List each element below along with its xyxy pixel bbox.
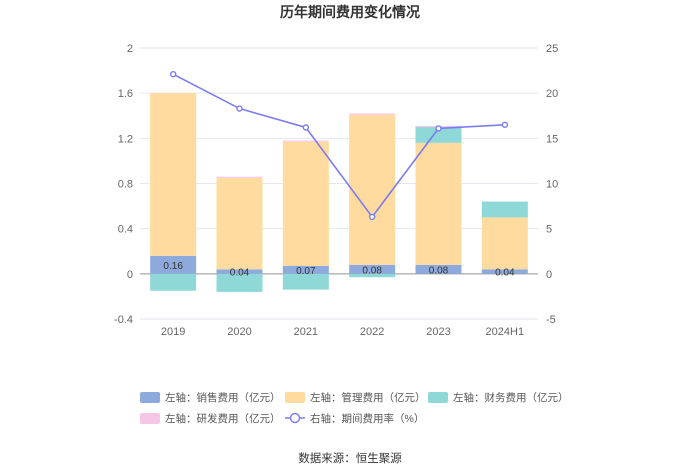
bar-segment	[282, 265, 329, 274]
x-tick-label: 2021	[294, 326, 318, 338]
legend-swatch[interactable]	[140, 392, 160, 403]
source-note: 数据来源：恒生聚源	[298, 451, 402, 465]
bar-data-label: 0.08	[429, 265, 449, 276]
bar-segment	[216, 176, 263, 178]
rate-point	[368, 213, 376, 221]
rate-line-path	[172, 73, 505, 219]
bar-data-label: 0.08	[362, 265, 382, 276]
bar-segment	[282, 140, 329, 142]
left-axis: -0.4 0 0.4 0.8 1.2 1.6 2	[114, 43, 133, 326]
rate-point	[435, 125, 442, 132]
x-tick-label: 2023	[426, 326, 450, 338]
rate-point	[302, 124, 310, 131]
legend-label[interactable]: 左轴：研发费用（亿元）	[165, 412, 281, 425]
right-tick-label: 10	[546, 179, 558, 191]
bar-segment	[481, 269, 528, 274]
legend-label[interactable]: 右轴：期间费用率（%）	[310, 412, 424, 425]
bars: 0.16 0.04 0.07 0.08 0.08 0.04	[150, 93, 528, 292]
chart-title: 历年期间费用变化情况	[280, 4, 420, 20]
legend-swatch[interactable]	[428, 392, 448, 403]
legend-swatch[interactable]	[285, 392, 305, 403]
legend-label[interactable]: 左轴：销售费用（亿元）	[165, 391, 281, 404]
legend-marker[interactable]	[289, 412, 301, 424]
right-tick-label: -5	[546, 314, 556, 326]
rate-point	[169, 70, 177, 78]
bar-segment	[150, 93, 197, 256]
bar-segment	[150, 273, 197, 291]
rate-point	[501, 121, 509, 128]
left-tick-label: 0.8	[118, 179, 133, 191]
left-tick-label: 1.6	[118, 88, 133, 100]
x-tick-label: 2024H1	[486, 326, 525, 338]
left-tick-label: 2	[127, 43, 133, 55]
bar-segment	[216, 273, 263, 292]
bar-segment	[481, 217, 528, 270]
right-axis: -5 0 5 10 15 20 25	[546, 43, 558, 326]
bar-segment	[282, 141, 329, 266]
bar-segment	[282, 273, 329, 290]
x-tick-label: 2022	[360, 326, 384, 338]
bar-data-label: 0.07	[296, 266, 316, 277]
bar-data-label: 0.04	[230, 268, 250, 279]
legend-label[interactable]: 左轴：财务费用（亿元）	[453, 391, 569, 404]
rate-line	[169, 70, 509, 221]
bar-segment	[216, 269, 263, 274]
bar-segment	[349, 114, 396, 265]
legend: 左轴：销售费用（亿元） 左轴：管理费用（亿元） 左轴：财务费用（亿元） 左轴：研发费用…	[140, 391, 569, 425]
right-tick-label: 20	[546, 88, 558, 100]
bar-segment	[415, 127, 462, 143]
legend-swatch[interactable]	[140, 413, 160, 424]
bar-segment	[415, 264, 462, 274]
left-tick-label: 0	[127, 269, 133, 281]
grid	[140, 47, 538, 320]
bar-segment	[216, 177, 263, 270]
bar-segment	[349, 273, 396, 278]
rate-point	[236, 105, 243, 112]
x-tick-label: 2019	[161, 326, 185, 338]
right-tick-label: 5	[546, 224, 552, 236]
right-tick-label: 0	[546, 269, 552, 281]
left-tick-label: 1.2	[118, 133, 133, 145]
bar-segment	[481, 201, 528, 218]
legend-label[interactable]: 左轴：管理费用（亿元）	[310, 391, 426, 404]
right-tick-label: 25	[546, 43, 558, 55]
x-tick-label: 2020	[227, 326, 251, 338]
left-tick-label: 0.4	[118, 224, 133, 236]
bar-data-label: 0.04	[495, 268, 515, 279]
bar-segment	[415, 142, 462, 265]
bar-data-label: 0.16	[163, 261, 183, 272]
bar-segment	[349, 113, 396, 115]
left-tick-label: -0.4	[114, 314, 133, 326]
right-tick-label: 15	[546, 133, 558, 145]
bar-segment	[349, 264, 396, 274]
bar-segment	[150, 255, 197, 274]
x-axis: 2019 2020 2021 2022 2023 2024H1	[161, 326, 524, 338]
